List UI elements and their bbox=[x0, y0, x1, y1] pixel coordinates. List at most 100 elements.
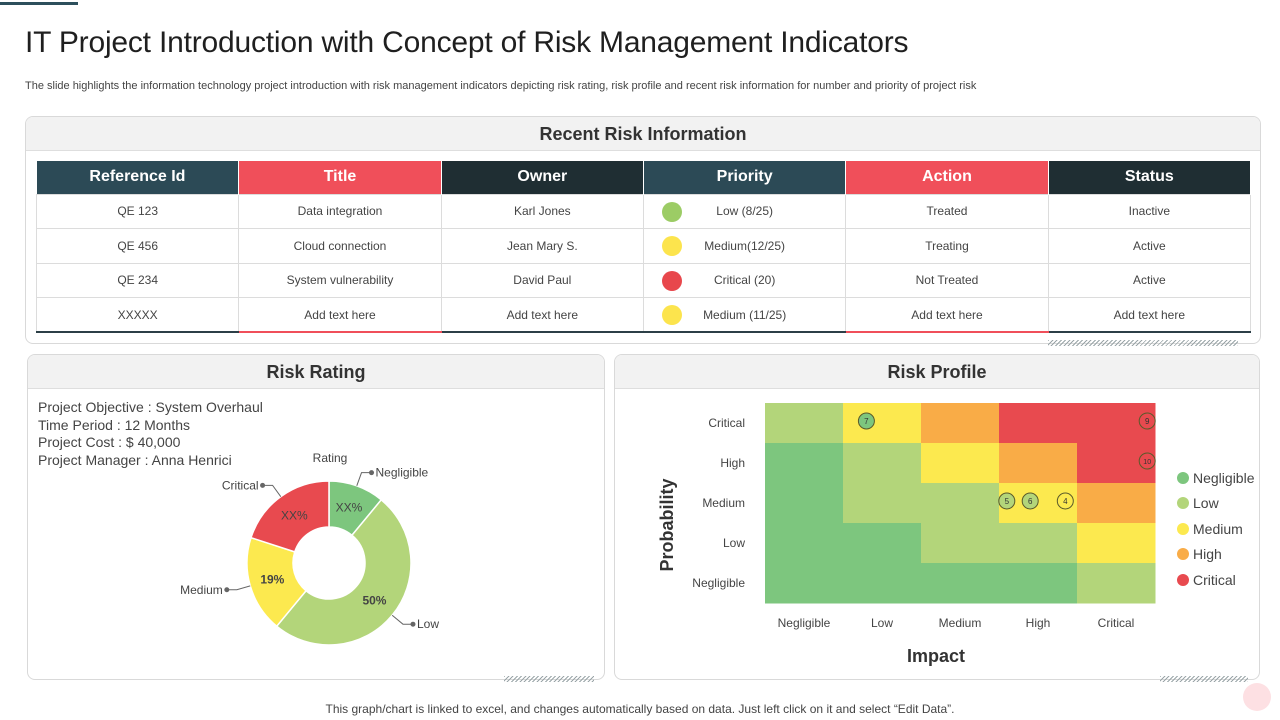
cell-priority: Low (8/25) bbox=[642, 193, 847, 229]
priority-indicator-icon bbox=[661, 305, 682, 325]
legend-swatch-icon bbox=[1177, 522, 1189, 535]
y-axis-title: Probability bbox=[657, 478, 677, 571]
heatmap-cell bbox=[843, 483, 922, 524]
heatmap-cell bbox=[843, 563, 922, 604]
risk-marker-label: 9 bbox=[1145, 417, 1150, 426]
heatmap-cell bbox=[843, 443, 922, 484]
heatmap-cell bbox=[921, 523, 1000, 564]
risk-marker-label: 5 bbox=[1005, 497, 1010, 506]
risk-marker bbox=[1138, 412, 1156, 430]
legend-item-critical: Critical bbox=[1177, 567, 1254, 593]
heatmap-cell bbox=[921, 403, 1000, 444]
table-row: XXXXX Add text here Add text here Medium… bbox=[35, 297, 1252, 333]
risk-rating-panel: Risk Rating Project Objective : System O… bbox=[27, 354, 605, 680]
top-accent-bar bbox=[0, 2, 78, 5]
risk-marker-label: 6 bbox=[1028, 497, 1033, 506]
legend-swatch-icon bbox=[1177, 497, 1189, 510]
decorative-circle bbox=[1243, 683, 1271, 711]
decorative-hatch bbox=[1160, 676, 1248, 682]
y-tick-label: High bbox=[720, 456, 745, 470]
heatmap-cell bbox=[765, 523, 844, 564]
header-action: Action bbox=[845, 161, 1049, 194]
risk-rating-donut-chart: Rating XX% 50% 19% XX% Negligible Low Medium C… bbox=[180, 451, 439, 646]
header-status: Status bbox=[1048, 161, 1252, 194]
heatmap-cell bbox=[921, 443, 1000, 484]
header-owner: Owner bbox=[441, 161, 644, 194]
decorative-hatch bbox=[1048, 340, 1238, 346]
risk-marker-label: 7 bbox=[864, 417, 869, 426]
page-title: IT Project Introduction with Concept of … bbox=[25, 26, 909, 59]
cell-reference-id: QE 123 bbox=[35, 193, 240, 229]
heatmap-cell bbox=[843, 403, 922, 444]
heatmap-cell bbox=[843, 523, 922, 564]
priority-indicator-icon bbox=[661, 270, 682, 291]
heatmap-cell bbox=[921, 563, 1000, 604]
donut-callout-line bbox=[262, 484, 282, 497]
donut-callout-dot bbox=[410, 621, 416, 627]
risk-marker bbox=[1138, 452, 1156, 470]
table-row: QE 456 Cloud connection Jean Mary S. Med… bbox=[35, 228, 1252, 264]
donut-callout-dot bbox=[369, 470, 375, 476]
recent-risk-panel: Recent Risk Information Reference Id Tit… bbox=[25, 116, 1261, 344]
cell-owner: Jean Mary S. bbox=[440, 228, 644, 264]
y-tick-label: Medium bbox=[702, 496, 745, 510]
heatmap-cell bbox=[999, 443, 1078, 484]
donut-slice-low bbox=[275, 498, 412, 646]
heatmap-cell bbox=[999, 563, 1078, 604]
cell-reference-id: XXXXX bbox=[35, 297, 240, 333]
project-cost: Project Cost : $ 40,000 bbox=[38, 434, 181, 450]
cell-title: Cloud connection bbox=[238, 228, 442, 264]
x-tick-label: Negligible bbox=[778, 616, 831, 630]
y-tick-label: Negligible bbox=[692, 576, 745, 590]
cell-status: Active bbox=[1047, 228, 1252, 264]
donut-data-label: XX% bbox=[281, 508, 308, 522]
cell-owner: Karl Jones bbox=[440, 193, 644, 229]
cell-title: Data integration bbox=[238, 193, 442, 229]
priority-label: Low (8/25) bbox=[716, 204, 773, 219]
priority-label: Medium(12/25) bbox=[704, 238, 785, 253]
heatmap-cell bbox=[1077, 563, 1156, 604]
priority-indicator-icon bbox=[661, 236, 682, 256]
cell-owner: Add text here bbox=[440, 297, 644, 333]
risk-profile-panel: Risk Profile Critical High Medium Low Neglig… bbox=[614, 354, 1260, 680]
cell-status: Active bbox=[1047, 262, 1252, 298]
donut-callout-line bbox=[356, 472, 372, 487]
project-manager: Project Manager : Anna Henrici bbox=[38, 451, 232, 468]
recent-risk-title: Recent Risk Information bbox=[26, 117, 1260, 151]
heatmap-cell bbox=[765, 483, 844, 524]
risk-marker bbox=[1056, 492, 1074, 510]
legend-label: High bbox=[1193, 546, 1222, 563]
table-header-row: Reference Id Title Owner Priority Action… bbox=[36, 161, 1252, 194]
donut-data-label: XX% bbox=[336, 500, 363, 514]
priority-indicator-icon bbox=[661, 201, 682, 222]
x-tick-label: Low bbox=[871, 616, 893, 630]
legend-item-negligible: Negligible bbox=[1177, 465, 1254, 491]
risk-marker-label: 4 bbox=[1063, 497, 1068, 506]
donut-callout-line bbox=[226, 585, 251, 591]
risk-profile-title: Risk Profile bbox=[615, 355, 1259, 389]
project-info: Project Objective : System Overhaul Time… bbox=[38, 399, 263, 469]
legend-label: Medium bbox=[1193, 520, 1243, 537]
header-reference-id: Reference Id bbox=[36, 161, 240, 194]
donut-category-label: Critical bbox=[222, 478, 259, 492]
cell-owner: David Paul bbox=[440, 262, 644, 298]
legend-item-low: Low bbox=[1177, 491, 1254, 517]
project-objective: Project Objective : System Overhaul bbox=[38, 399, 263, 415]
cell-action: Treated bbox=[845, 193, 1049, 229]
donut-category-label: Medium bbox=[180, 583, 223, 597]
legend-item-medium: Medium bbox=[1177, 516, 1254, 542]
footer-note: This graph/chart is linked to excel, and… bbox=[325, 702, 955, 716]
cell-title: Add text here bbox=[238, 297, 442, 333]
donut-category-label: Low bbox=[417, 617, 439, 631]
table-row: QE 234 System vulnerability David Paul C… bbox=[35, 262, 1252, 298]
cell-title: System vulnerability bbox=[238, 262, 442, 298]
page-subtitle: The slide highlights the information tec… bbox=[25, 80, 977, 92]
cell-reference-id: QE 456 bbox=[35, 228, 240, 264]
risk-profile-heatmap: Critical High Medium Low Negligible Negligib… bbox=[657, 403, 1156, 666]
x-axis-title: Impact bbox=[907, 646, 965, 666]
cell-status: Inactive bbox=[1047, 193, 1252, 229]
legend-label: Low bbox=[1193, 495, 1219, 512]
decorative-hatch bbox=[504, 676, 594, 682]
cell-action: Not Treated bbox=[845, 262, 1049, 298]
heatmap-legend: Negligible Low Medium High Critical bbox=[1177, 465, 1254, 593]
